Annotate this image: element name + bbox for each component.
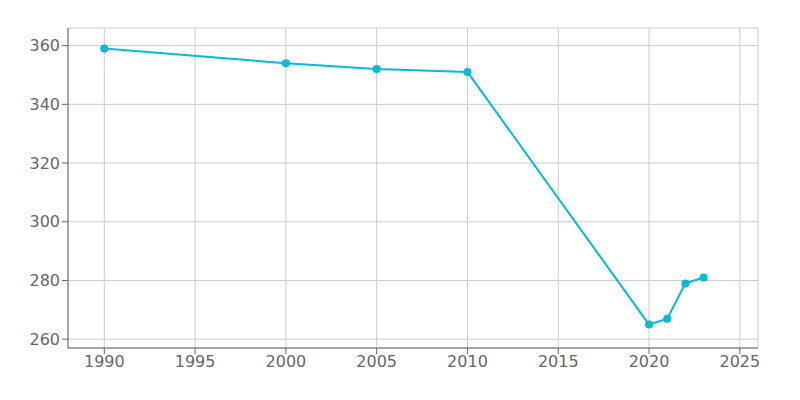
svg-text:1990: 1990	[84, 352, 125, 371]
svg-text:2015: 2015	[538, 352, 579, 371]
svg-text:2005: 2005	[356, 352, 397, 371]
svg-text:300: 300	[29, 212, 60, 231]
svg-text:360: 360	[29, 36, 60, 55]
svg-text:2000: 2000	[266, 352, 307, 371]
svg-text:1995: 1995	[175, 352, 216, 371]
svg-text:2025: 2025	[719, 352, 760, 371]
svg-text:260: 260	[29, 330, 60, 349]
svg-text:2010: 2010	[447, 352, 488, 371]
svg-text:280: 280	[29, 271, 60, 290]
svg-text:320: 320	[29, 154, 60, 173]
svg-text:2020: 2020	[629, 352, 670, 371]
svg-text:340: 340	[29, 95, 60, 114]
